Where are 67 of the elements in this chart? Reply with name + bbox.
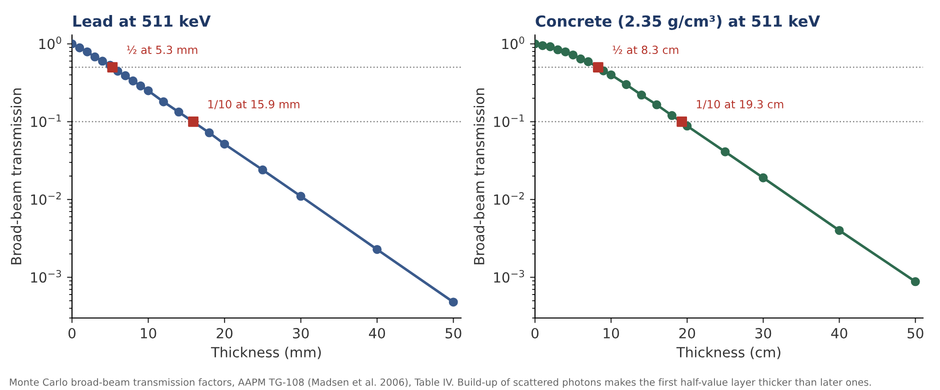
y-tick-label: 10$^{−2}$	[494, 192, 524, 205]
y-tick-label: 10$^{−1}$	[494, 114, 524, 128]
point	[622, 80, 631, 90]
point	[82, 47, 92, 56]
point	[107, 62, 118, 72]
point	[910, 277, 920, 286]
point	[834, 226, 844, 235]
point	[667, 111, 676, 120]
y-tick-label: 10$^{−1}$	[31, 114, 61, 128]
x-tick-label: 50	[446, 328, 462, 338]
annotation: 1/10 at 15.9 mm	[208, 100, 300, 110]
x-tick-label: 50	[908, 328, 924, 338]
y-tick-label: 10$^{−3}$	[494, 270, 524, 283]
y-axis-title: Broad-beam transmission	[474, 88, 484, 264]
x-tick-label: 0	[68, 328, 76, 338]
annotation: 1/10 at 19.3 cm	[696, 100, 784, 110]
y-tick-label: 10$^{0}$	[39, 36, 62, 50]
point	[448, 298, 458, 307]
point	[75, 43, 84, 52]
point	[204, 128, 214, 138]
x-tick-label: 30	[755, 328, 772, 338]
y-tick-label: 10$^{−3}$	[31, 270, 61, 283]
point	[636, 90, 646, 100]
point	[676, 116, 688, 127]
point	[372, 244, 382, 254]
point	[546, 42, 555, 52]
point	[258, 165, 268, 174]
point	[136, 81, 146, 90]
point	[568, 50, 578, 60]
y-tick-label: 10$^{0}$	[502, 36, 524, 50]
point	[652, 100, 662, 110]
chart-title: Concrete (2.35 g/cm³) at 511 keV	[536, 15, 820, 30]
y-axis-title: Broad-beam transmission	[10, 88, 22, 264]
point	[188, 116, 198, 127]
point	[296, 192, 306, 201]
x-tick-label: 10	[140, 328, 156, 338]
point	[144, 86, 153, 96]
point	[584, 57, 593, 66]
point	[220, 140, 230, 149]
point	[90, 52, 100, 62]
point	[98, 56, 108, 66]
point	[128, 76, 138, 86]
point	[538, 41, 548, 50]
point	[560, 47, 570, 56]
text: Monte Carlo broad-beam transmission factors, AAPM TG-108 (Madsen et al. 2006), Table IV. Build-up of scattered photons makes the first half-value layer thicker than later ones.	[10, 378, 871, 388]
annotation: ½ at 5.3 mm	[127, 46, 198, 54]
point	[159, 97, 168, 106]
annotation: ½ at 8.3 cm	[612, 46, 678, 54]
chart-title: Lead at 511 keV	[73, 15, 211, 27]
point	[120, 71, 130, 80]
point	[576, 54, 586, 64]
x-axis-title: Thickness (cm)	[676, 346, 780, 360]
x-tick-label: 30	[293, 328, 309, 338]
x-tick-label: 0	[531, 328, 538, 338]
x-tick-label: 20	[679, 328, 696, 338]
point	[606, 70, 616, 80]
point	[720, 147, 730, 156]
point	[592, 62, 604, 72]
point	[174, 108, 184, 117]
x-tick-label: 40	[368, 328, 386, 338]
point	[553, 45, 562, 54]
x-axis-title: Thickness (mm)	[210, 346, 321, 360]
point	[758, 173, 768, 182]
y-tick-label: 10$^{−2}$	[31, 192, 61, 205]
x-tick-label: 40	[831, 328, 848, 338]
x-tick-label: 10	[604, 328, 619, 338]
x-tick-label: 20	[216, 328, 232, 338]
